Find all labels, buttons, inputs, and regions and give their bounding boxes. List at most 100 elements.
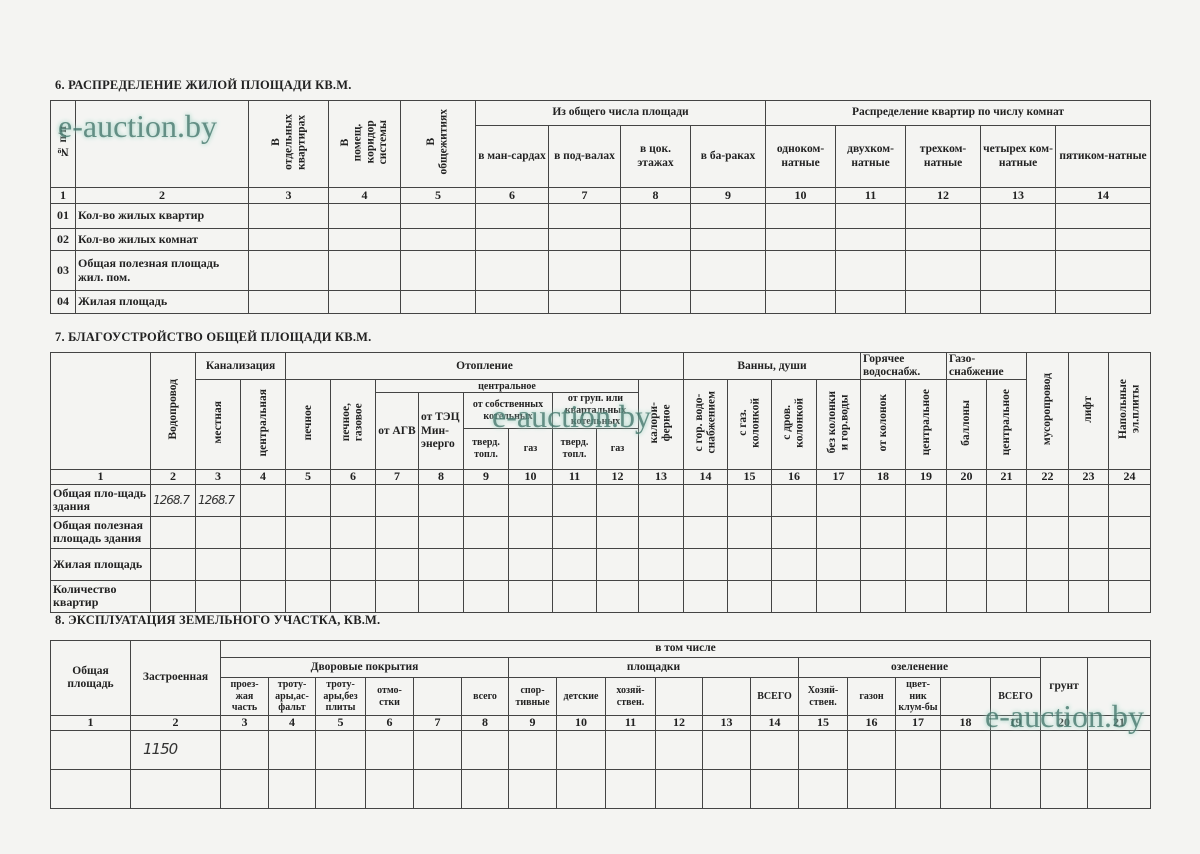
- table-cell[interactable]: [1068, 547, 1109, 581]
- table-cell[interactable]: [328, 203, 401, 229]
- table-cell[interactable]: [1026, 579, 1069, 613]
- table-cell[interactable]: [248, 250, 329, 291]
- built-area-value[interactable]: 1150: [130, 730, 221, 770]
- table-cell[interactable]: [1108, 579, 1151, 613]
- water-value[interactable]: 1268.7: [150, 483, 196, 517]
- table-cell[interactable]: [413, 730, 462, 770]
- table-cell[interactable]: [905, 250, 982, 291]
- table-cell[interactable]: [638, 483, 684, 517]
- table-cell[interactable]: [475, 228, 549, 251]
- table-cell[interactable]: [798, 769, 848, 809]
- table-cell[interactable]: [980, 250, 1057, 291]
- table-cell[interactable]: [248, 228, 329, 251]
- table-cell[interactable]: [463, 483, 509, 517]
- table-cell[interactable]: [285, 515, 331, 549]
- table-cell[interactable]: [50, 769, 131, 809]
- table-cell[interactable]: [365, 730, 414, 770]
- table-cell[interactable]: [702, 769, 751, 809]
- table-cell[interactable]: [689, 228, 767, 251]
- table-cell[interactable]: [835, 203, 907, 229]
- table-cell[interactable]: [328, 290, 401, 314]
- table-cell[interactable]: [771, 483, 817, 517]
- table-cell[interactable]: [946, 515, 987, 549]
- table-cell[interactable]: [905, 515, 947, 549]
- table-cell[interactable]: [461, 730, 509, 770]
- table-cell[interactable]: [835, 290, 907, 314]
- table-cell[interactable]: [130, 769, 221, 809]
- table-cell[interactable]: [1055, 228, 1152, 251]
- table-cell[interactable]: [990, 730, 1041, 770]
- table-cell[interactable]: [248, 203, 329, 229]
- table-cell[interactable]: [548, 203, 621, 229]
- table-cell[interactable]: [771, 515, 817, 549]
- table-cell[interactable]: [556, 769, 606, 809]
- table-cell[interactable]: [315, 730, 366, 770]
- table-cell[interactable]: [413, 769, 462, 809]
- table-cell[interactable]: [220, 730, 269, 770]
- table-cell[interactable]: [552, 483, 597, 517]
- table-cell[interactable]: [508, 515, 553, 549]
- table-cell[interactable]: [461, 769, 509, 809]
- table-cell[interactable]: [683, 547, 728, 581]
- table-cell[interactable]: [418, 579, 464, 613]
- table-cell[interactable]: [816, 579, 861, 613]
- table-cell[interactable]: [990, 769, 1041, 809]
- table-cell[interactable]: [463, 515, 509, 549]
- table-cell[interactable]: [552, 579, 597, 613]
- table-cell[interactable]: [1026, 547, 1069, 581]
- table-cell[interactable]: [548, 250, 621, 291]
- table-cell[interactable]: [400, 250, 476, 291]
- table-cell[interactable]: [365, 769, 414, 809]
- table-cell[interactable]: [750, 769, 799, 809]
- table-cell[interactable]: [268, 730, 316, 770]
- table-cell[interactable]: [1055, 203, 1152, 229]
- table-cell[interactable]: [727, 483, 772, 517]
- table-cell[interactable]: [986, 579, 1027, 613]
- table-cell[interactable]: [702, 730, 751, 770]
- table-cell[interactable]: [727, 515, 772, 549]
- table-cell[interactable]: [620, 203, 691, 229]
- table-cell[interactable]: [240, 547, 286, 581]
- table-cell[interactable]: [1068, 579, 1109, 613]
- table-cell[interactable]: [655, 769, 703, 809]
- table-cell[interactable]: [905, 203, 982, 229]
- table-cell[interactable]: [375, 483, 419, 517]
- table-cell[interactable]: [835, 228, 907, 251]
- table-cell[interactable]: [328, 228, 401, 251]
- sewer-local-value[interactable]: 1268.7: [195, 483, 241, 517]
- table-cell[interactable]: [689, 250, 767, 291]
- table-cell[interactable]: [330, 547, 376, 581]
- table-cell[interactable]: [596, 547, 639, 581]
- table-cell[interactable]: [195, 515, 241, 549]
- table-cell[interactable]: [605, 730, 656, 770]
- table-cell[interactable]: [315, 769, 366, 809]
- table-cell[interactable]: [765, 228, 837, 251]
- table-cell[interactable]: [1108, 547, 1151, 581]
- table-cell[interactable]: [508, 483, 553, 517]
- table-cell[interactable]: [285, 483, 331, 517]
- table-cell[interactable]: [240, 483, 286, 517]
- table-cell[interactable]: [195, 579, 241, 613]
- table-cell[interactable]: [860, 515, 906, 549]
- table-cell[interactable]: [895, 769, 941, 809]
- table-cell[interactable]: [727, 579, 772, 613]
- table-cell[interactable]: [330, 483, 376, 517]
- table-cell[interactable]: [268, 769, 316, 809]
- table-cell[interactable]: [1087, 769, 1151, 809]
- table-cell[interactable]: [330, 579, 376, 613]
- table-cell[interactable]: [905, 547, 947, 581]
- table-cell[interactable]: [375, 579, 419, 613]
- table-cell[interactable]: [1087, 730, 1151, 770]
- table-cell[interactable]: [765, 290, 837, 314]
- table-cell[interactable]: [418, 547, 464, 581]
- table-cell[interactable]: [905, 579, 947, 613]
- table-cell[interactable]: [285, 547, 331, 581]
- table-cell[interactable]: [50, 730, 131, 770]
- table-cell[interactable]: [980, 228, 1057, 251]
- table-cell[interactable]: [1068, 483, 1109, 517]
- table-cell[interactable]: [150, 515, 196, 549]
- table-cell[interactable]: [905, 228, 982, 251]
- table-cell[interactable]: [418, 483, 464, 517]
- table-cell[interactable]: [552, 547, 597, 581]
- table-cell[interactable]: [375, 515, 419, 549]
